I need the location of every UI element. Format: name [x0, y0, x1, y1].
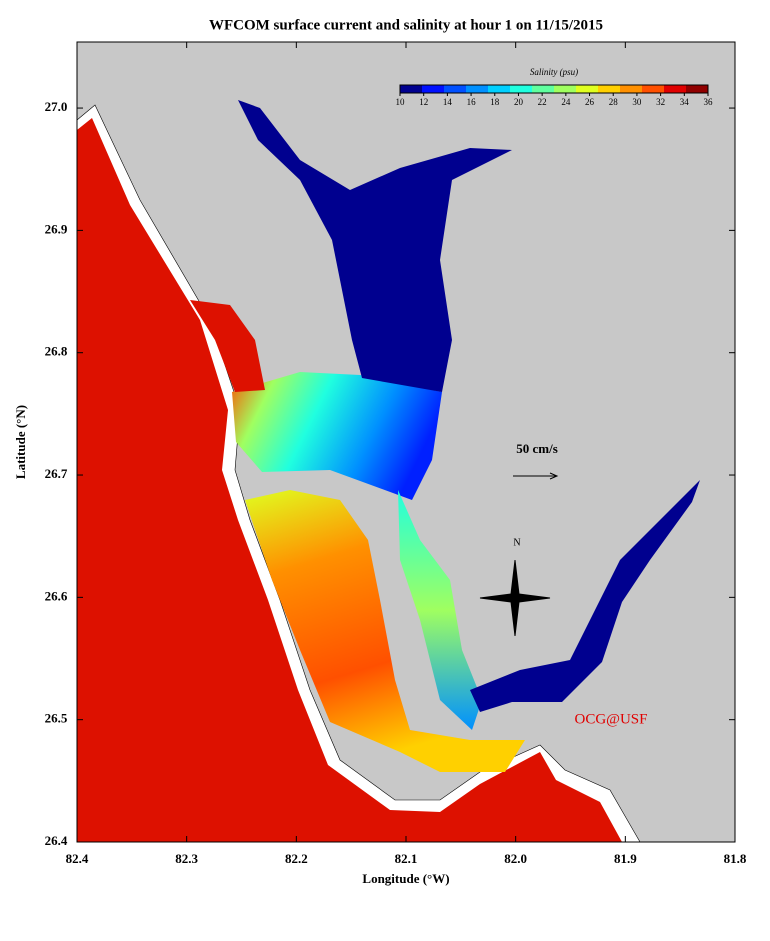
x-tick-label: 82.2	[285, 851, 308, 866]
charlotte-harbor	[238, 100, 512, 392]
y-tick-label: 26.5	[45, 711, 68, 726]
colorbar-swatch	[664, 85, 687, 93]
colorbar-tick-label: 18	[490, 97, 500, 107]
colorbar-frame	[399, 84, 709, 94]
colorbar-tick-label: 34	[680, 97, 690, 107]
colorbar-tick-label: 12	[419, 97, 428, 107]
caloosahatchee	[470, 480, 700, 712]
y-tick-label: 26.9	[45, 221, 68, 236]
colorbar-swatch	[554, 85, 577, 93]
colorbar-tick-label: 10	[396, 97, 406, 107]
harbor-mouth	[232, 372, 442, 500]
x-tick-label: 81.9	[614, 851, 637, 866]
scale-arrow-head	[549, 472, 559, 480]
colorbar-swatch	[598, 85, 621, 93]
colorbar-swatch	[576, 85, 599, 93]
pine-island-sound	[245, 490, 525, 772]
colorbar-swatch	[466, 85, 489, 93]
colorbar-swatch	[620, 85, 643, 93]
x-tick-label: 82.4	[66, 851, 89, 866]
colorbar-swatch	[510, 85, 533, 93]
colorbar-tick-label: 30	[632, 97, 642, 107]
colorbar-swatch	[532, 85, 555, 93]
credit: OCG@USF	[574, 711, 647, 727]
colorbar-swatch	[686, 85, 709, 93]
colorbar-swatch	[444, 85, 467, 93]
colorbar-tick-label: 26	[585, 97, 595, 107]
y-tick-label: 27.0	[45, 99, 68, 114]
colorbar-tick-label: 20	[514, 97, 524, 107]
colorbar-tick-label: 24	[561, 97, 571, 107]
scale-label: 50 cm/s	[516, 441, 558, 456]
colorbar-swatch	[488, 85, 511, 93]
x-axis-label: Longitude (°W)	[362, 871, 449, 886]
colorbar-tick-label: 16	[467, 97, 477, 107]
title: WFCOM surface current and salinity at ho…	[209, 17, 603, 33]
y-axis-label: Latitude (°N)	[13, 405, 28, 479]
north-bay	[190, 300, 265, 392]
y-tick-label: 26.8	[45, 344, 68, 359]
x-tick-label: 82.1	[395, 851, 418, 866]
colorbar-tick-label: 14	[443, 97, 453, 107]
colorbar-swatch	[642, 85, 665, 93]
x-tick-label: 82.0	[504, 851, 527, 866]
compass	[479, 559, 551, 637]
colorbar-tick-label: 36	[704, 97, 714, 107]
x-tick-label: 81.8	[724, 851, 747, 866]
gulf-water	[77, 118, 622, 842]
colorbar-tick-label: 32	[656, 97, 665, 107]
colorbar-tick-label: 28	[609, 97, 619, 107]
x-tick-label: 82.3	[175, 851, 198, 866]
y-tick-label: 26.4	[45, 833, 68, 848]
compass-label: N	[513, 537, 520, 548]
colorbar-swatch	[422, 85, 445, 93]
colorbar-tick-label: 22	[538, 97, 547, 107]
colorbar-label: Salinity (psu)	[530, 67, 578, 77]
y-tick-label: 26.7	[45, 466, 68, 481]
colorbar-swatch	[400, 85, 423, 93]
channel	[398, 490, 482, 730]
y-tick-label: 26.6	[45, 588, 68, 603]
